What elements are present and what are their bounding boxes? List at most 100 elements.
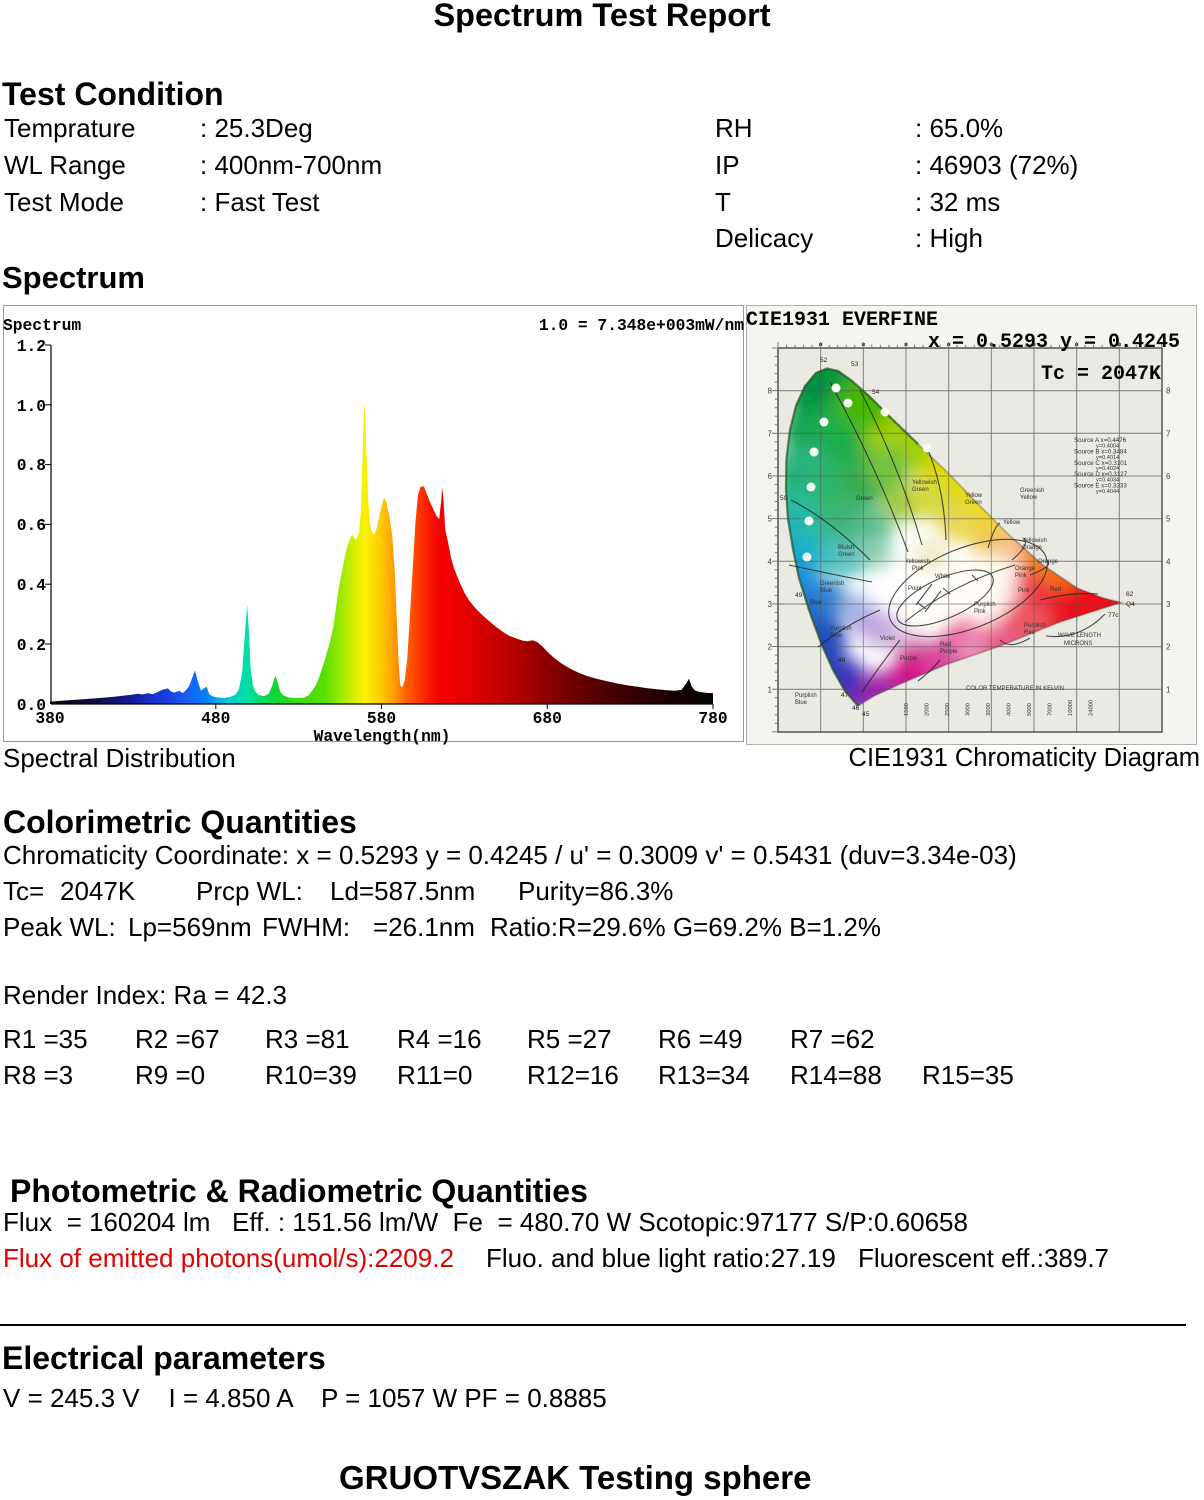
svg-text:Q4: Q4: [1126, 601, 1135, 608]
svg-text:WAVE LENGTH: WAVE LENGTH: [1058, 633, 1101, 639]
svg-text:Red: Red: [1050, 587, 1061, 593]
svg-text:5: 5: [768, 515, 773, 524]
svg-text:Green: Green: [838, 552, 855, 558]
svg-text:0.2: 0.2: [17, 636, 46, 655]
svg-text:45: 45: [862, 711, 870, 718]
svg-text:580: 580: [367, 709, 396, 728]
svg-text:Blue: Blue: [810, 600, 823, 606]
svg-text:Purplish: Purplish: [974, 602, 996, 608]
svg-text:Source C x=0.3101: Source C x=0.3101: [1074, 460, 1128, 467]
svg-text:Yellowish: Yellowish: [905, 559, 930, 565]
svg-text:77c: 77c: [1108, 612, 1119, 619]
svg-text:Purplish: Purplish: [830, 626, 852, 632]
svg-text:1: 1: [1166, 685, 1171, 694]
svg-text:54: 54: [872, 389, 880, 396]
svg-text:4: 4: [1166, 557, 1171, 566]
svg-text:8: 8: [768, 387, 773, 396]
svg-text:2500: 2500: [945, 703, 951, 716]
svg-text:MICRONS: MICRONS: [1064, 641, 1092, 647]
svg-text:Orange: Orange: [1022, 545, 1043, 551]
svg-text:8: 8: [1166, 387, 1171, 396]
svg-text:1500: 1500: [904, 703, 910, 716]
svg-text:Purplish: Purplish: [1024, 623, 1046, 629]
svg-text:y=0.4024: y=0.4024: [1096, 466, 1119, 472]
svg-text:Pink: Pink: [1015, 573, 1028, 579]
svg-text:6: 6: [1166, 472, 1171, 481]
svg-text:3000: 3000: [966, 703, 972, 716]
svg-text:1.2: 1.2: [17, 337, 46, 356]
svg-text:Source B x=0.3484: Source B x=0.3484: [1074, 448, 1127, 455]
svg-text:2: 2: [768, 643, 773, 652]
svg-text:Blue: Blue: [830, 633, 843, 639]
svg-text:4: 4: [768, 557, 773, 566]
svg-text:3: 3: [768, 600, 773, 609]
svg-text:0.0: 0.0: [17, 696, 46, 715]
svg-text:5000: 5000: [1027, 703, 1033, 716]
svg-text:Green: Green: [856, 496, 873, 502]
svg-text:Blue: Blue: [820, 588, 833, 594]
svg-text:480: 480: [201, 709, 230, 728]
svg-text:White: White: [935, 574, 951, 580]
svg-text:7: 7: [1166, 429, 1171, 438]
svg-text:48: 48: [838, 657, 846, 664]
svg-text:Yellow: Yellow: [1003, 520, 1021, 526]
svg-text:Greenish: Greenish: [1020, 488, 1044, 494]
svg-text:Tc = 2047K: Tc = 2047K: [1041, 363, 1161, 386]
svg-text:Purple: Purple: [900, 656, 918, 662]
svg-text:1: 1: [768, 685, 773, 694]
svg-text:COLOR TEMPERATURE IN KELVIN: COLOR TEMPERATURE IN KELVIN: [966, 686, 1064, 692]
svg-text:Orange: Orange: [1015, 566, 1036, 572]
svg-text:Yellowish: Yellowish: [1022, 538, 1047, 544]
svg-text:0.6: 0.6: [17, 516, 46, 535]
svg-text:Point: Point: [908, 586, 922, 592]
svg-text:Spectrum: Spectrum: [3, 316, 81, 335]
svg-text:780: 780: [698, 709, 727, 728]
svg-text:Pink: Pink: [974, 609, 987, 615]
svg-text:Red: Red: [1024, 630, 1035, 636]
svg-text:2: 2: [1166, 643, 1171, 652]
svg-text:Yellow: Yellow: [965, 493, 983, 499]
svg-text:Orange: Orange: [1038, 559, 1059, 565]
svg-text:1.0 = 7.348e+003mW/nm: 1.0 = 7.348e+003mW/nm: [539, 316, 744, 335]
svg-text:Green: Green: [965, 500, 982, 506]
svg-text:Purple: Purple: [940, 649, 958, 655]
svg-text:46: 46: [852, 705, 860, 712]
svg-text:Source A x=0.4476: Source A x=0.4476: [1074, 437, 1127, 444]
svg-text:Yellowish: Yellowish: [912, 480, 937, 486]
svg-text:y=0.4034: y=0.4034: [1096, 478, 1119, 484]
svg-text:47: 47: [841, 692, 849, 699]
svg-text:6: 6: [768, 472, 773, 481]
svg-text:380: 380: [35, 709, 64, 728]
svg-text:Violet: Violet: [880, 636, 895, 642]
svg-text:Source E x=0.3333: Source E x=0.3333: [1074, 483, 1127, 490]
svg-text:7: 7: [768, 429, 773, 438]
svg-text:4000: 4000: [1007, 703, 1013, 716]
svg-text:Yellow: Yellow: [1020, 495, 1038, 501]
svg-text:Green: Green: [912, 487, 929, 493]
svg-text:x = 0.5293 y = 0.4245: x = 0.5293 y = 0.4245: [928, 331, 1180, 354]
svg-text:CIE1931 EVERFINE: CIE1931 EVERFINE: [746, 309, 938, 332]
svg-text:Greenish: Greenish: [820, 581, 844, 587]
svg-text:Red: Red: [940, 642, 951, 648]
svg-text:0.4: 0.4: [17, 576, 47, 595]
svg-text:Pink: Pink: [912, 566, 925, 572]
svg-text:y=0.4014: y=0.4014: [1096, 455, 1119, 461]
svg-text:10000: 10000: [1068, 700, 1074, 716]
svg-text:2000: 2000: [925, 703, 931, 716]
svg-text:50: 50: [780, 495, 788, 502]
svg-text:680: 680: [533, 709, 562, 728]
svg-text:Bluish: Bluish: [838, 545, 854, 551]
svg-text:53: 53: [851, 361, 859, 368]
svg-text:3500: 3500: [986, 703, 992, 716]
svg-text:3: 3: [1166, 600, 1171, 609]
svg-text:52: 52: [820, 357, 828, 364]
svg-text:5: 5: [1166, 515, 1171, 524]
svg-text:49: 49: [795, 592, 803, 599]
svg-text:y=0.4044: y=0.4044: [1096, 489, 1119, 495]
svg-text:Blue: Blue: [795, 700, 808, 706]
svg-text:Pink: Pink: [1018, 588, 1031, 594]
svg-text:y=0.4004: y=0.4004: [1096, 443, 1119, 449]
svg-text:1.0: 1.0: [17, 397, 46, 416]
svg-text:Wavelength(nm): Wavelength(nm): [314, 727, 451, 746]
svg-text:Source D x=0.3127: Source D x=0.3127: [1074, 471, 1128, 478]
